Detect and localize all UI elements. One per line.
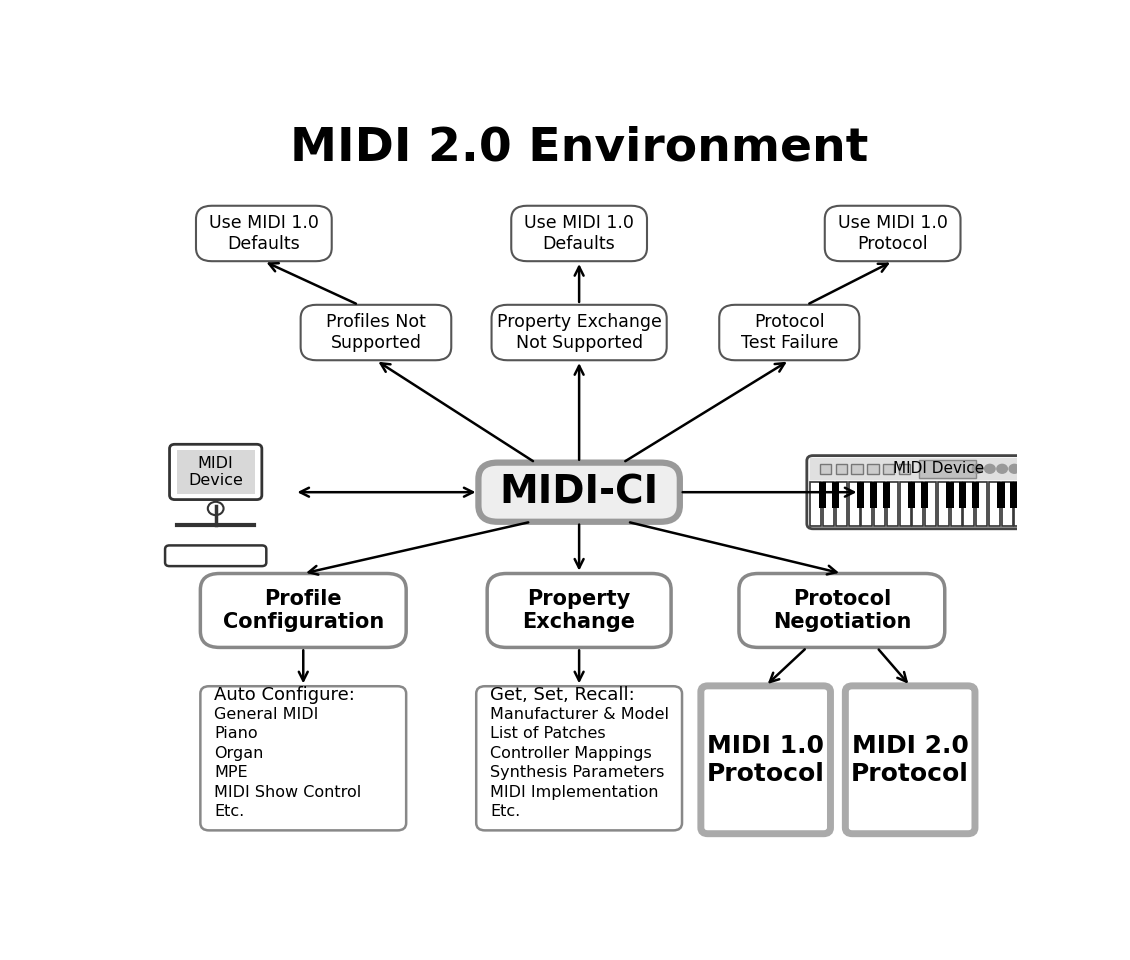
Text: Etc.: Etc.: [215, 804, 244, 819]
Text: Synthesis Parameters: Synthesis Parameters: [490, 765, 664, 780]
Text: Property Exchange
Not Supported: Property Exchange Not Supported: [497, 313, 661, 352]
Bar: [836, 464, 848, 473]
Circle shape: [1022, 465, 1032, 473]
Text: MPE: MPE: [215, 765, 247, 780]
Text: Get, Set, Recall:: Get, Set, Recall:: [490, 686, 635, 704]
Bar: [998, 482, 1005, 508]
Bar: [823, 482, 834, 526]
Text: Profiles Not
Supported: Profiles Not Supported: [327, 313, 426, 352]
Text: Protocol
Negotiation: Protocol Negotiation: [773, 588, 911, 632]
Bar: [950, 482, 962, 526]
Bar: [938, 482, 949, 526]
Text: MIDI Show Control: MIDI Show Control: [215, 785, 362, 800]
Bar: [946, 482, 954, 508]
FancyBboxPatch shape: [176, 450, 255, 493]
FancyBboxPatch shape: [492, 305, 667, 360]
FancyBboxPatch shape: [476, 686, 683, 830]
Text: MIDI Implementation: MIDI Implementation: [490, 785, 659, 800]
Circle shape: [972, 465, 983, 473]
Text: Controller Mappings: Controller Mappings: [490, 746, 652, 761]
FancyBboxPatch shape: [511, 205, 647, 261]
Text: Protocol
Test Failure: Protocol Test Failure: [740, 313, 838, 352]
Bar: [883, 464, 895, 473]
FancyBboxPatch shape: [825, 205, 960, 261]
Bar: [1001, 482, 1012, 526]
FancyBboxPatch shape: [487, 573, 671, 647]
Bar: [875, 482, 885, 526]
FancyBboxPatch shape: [200, 686, 406, 830]
Bar: [857, 482, 864, 508]
Bar: [972, 482, 980, 508]
Text: Property
Exchange: Property Exchange: [522, 588, 635, 632]
Bar: [887, 482, 898, 526]
Text: MIDI Device: MIDI Device: [893, 462, 984, 476]
FancyBboxPatch shape: [195, 205, 332, 261]
Text: Etc.: Etc.: [490, 804, 521, 819]
Text: Use MIDI 1.0
Defaults: Use MIDI 1.0 Defaults: [524, 214, 634, 252]
FancyBboxPatch shape: [200, 573, 406, 647]
Bar: [861, 482, 872, 526]
Bar: [810, 458, 1040, 480]
Text: Manufacturer & Model: Manufacturer & Model: [490, 708, 669, 722]
FancyBboxPatch shape: [845, 685, 975, 833]
Bar: [810, 482, 822, 526]
Bar: [832, 482, 838, 508]
Bar: [909, 482, 915, 508]
Text: Profile
Configuration: Profile Configuration: [223, 588, 384, 632]
Text: Auto Configure:: Auto Configure:: [215, 686, 355, 704]
Bar: [989, 482, 1000, 526]
FancyBboxPatch shape: [739, 573, 945, 647]
FancyBboxPatch shape: [301, 305, 451, 360]
Text: MIDI-CI: MIDI-CI: [499, 473, 659, 511]
Bar: [849, 482, 860, 526]
Bar: [959, 482, 966, 508]
FancyBboxPatch shape: [170, 444, 262, 499]
Text: MIDI
Device: MIDI Device: [189, 456, 243, 488]
Circle shape: [984, 465, 996, 473]
Bar: [925, 482, 936, 526]
FancyBboxPatch shape: [807, 456, 1043, 529]
Text: General MIDI: General MIDI: [215, 708, 319, 722]
Text: Piano: Piano: [215, 727, 258, 741]
Text: MIDI 2.0 Environment: MIDI 2.0 Environment: [290, 126, 868, 171]
Bar: [870, 482, 877, 508]
Bar: [963, 482, 974, 526]
Text: Use MIDI 1.0
Protocol: Use MIDI 1.0 Protocol: [837, 214, 948, 252]
Text: Use MIDI 1.0
Defaults: Use MIDI 1.0 Defaults: [209, 214, 319, 252]
FancyBboxPatch shape: [701, 685, 831, 833]
Text: MIDI 2.0
Protocol: MIDI 2.0 Protocol: [851, 733, 970, 785]
FancyBboxPatch shape: [478, 463, 680, 522]
Text: MIDI 1.0
Protocol: MIDI 1.0 Protocol: [706, 733, 825, 785]
Bar: [867, 464, 879, 473]
Text: Organ: Organ: [215, 746, 263, 761]
Circle shape: [1009, 465, 1019, 473]
Bar: [1015, 482, 1025, 526]
Bar: [852, 464, 863, 473]
Bar: [1027, 482, 1038, 526]
Bar: [836, 482, 846, 526]
FancyBboxPatch shape: [165, 545, 267, 566]
Bar: [820, 464, 832, 473]
Bar: [976, 482, 986, 526]
Text: List of Patches: List of Patches: [490, 727, 606, 741]
Bar: [899, 482, 911, 526]
Bar: [883, 482, 890, 508]
Bar: [1010, 482, 1017, 508]
Bar: [919, 460, 976, 478]
FancyBboxPatch shape: [719, 305, 859, 360]
Bar: [819, 482, 826, 508]
Circle shape: [997, 465, 1007, 473]
Bar: [898, 464, 910, 473]
Bar: [912, 482, 923, 526]
Bar: [921, 482, 928, 508]
